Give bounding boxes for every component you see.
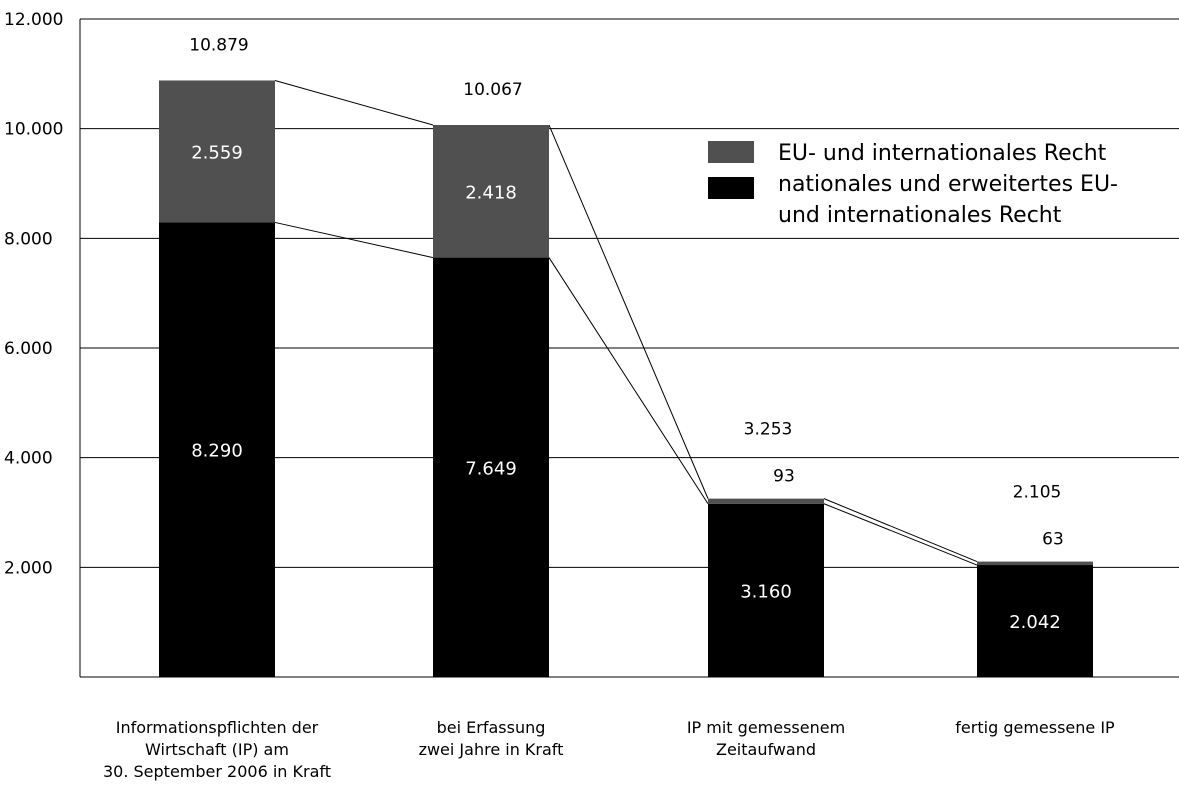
eu-segment-label: 63 xyxy=(1042,530,1064,550)
legend-label: und internationales Recht xyxy=(778,203,1062,228)
total-label: 2.105 xyxy=(1013,483,1062,503)
legend: EU- und internationales Recht nationales … xyxy=(708,141,1118,228)
connector-line xyxy=(823,498,978,563)
bar-segment xyxy=(708,498,824,504)
connector-line xyxy=(274,221,434,259)
category-label: fertig gemessene IP xyxy=(955,718,1115,737)
base-segment-label: 2.042 xyxy=(1009,612,1061,633)
total-label: 10.067 xyxy=(463,80,522,100)
total-label: 10.879 xyxy=(189,35,248,55)
connector-lines xyxy=(274,79,978,566)
bar-segment xyxy=(159,222,275,677)
legend-swatch xyxy=(708,141,754,163)
category-labels: Informationspflichten der Wirtschaft (IP)… xyxy=(103,718,1115,781)
category-label: Wirtschaft (IP) am xyxy=(145,740,289,759)
category-label: Informationspflichten der xyxy=(116,718,319,737)
connector-line xyxy=(823,503,978,566)
category-label: zwei Jahre in Kraft xyxy=(419,740,564,759)
base-segment-label: 8.290 xyxy=(191,441,243,462)
total-label: 3.253 xyxy=(744,420,793,440)
connector-line xyxy=(274,79,434,126)
y-tick-label: 10.000 xyxy=(4,120,63,140)
eu-segment-label: 2.418 xyxy=(465,182,517,203)
y-tick-label: 8.000 xyxy=(4,229,53,249)
legend-label: nationales und erweitertes EU- xyxy=(778,172,1118,197)
connector-line xyxy=(548,257,709,504)
category-label: IP mit gemessenem xyxy=(687,718,845,737)
category-label: 30. September 2006 in Kraft xyxy=(103,762,331,781)
legend-swatch xyxy=(708,177,754,199)
bar-segment xyxy=(977,565,1093,677)
eu-segment-label: 93 xyxy=(773,467,795,487)
bar-segment xyxy=(433,124,549,258)
bar-segment xyxy=(159,80,275,223)
y-tick-label: 6.000 xyxy=(4,339,53,359)
bar-segment xyxy=(433,257,549,677)
y-tick-label: 2.000 xyxy=(4,558,53,578)
axes: 2.000 4.000 6.000 8.000 10.000 12.000 xyxy=(4,10,1179,678)
y-tick-label: 12.000 xyxy=(4,10,63,30)
base-segment-label: 7.649 xyxy=(465,458,517,479)
category-label: bei Erfassung xyxy=(437,718,546,737)
connector-line xyxy=(548,124,709,499)
data-labels: 8.290 2.559 10.879 7.649 2.418 10.067 3.160 93 3… xyxy=(189,35,1064,633)
eu-segment-label: 2.559 xyxy=(191,142,243,163)
bars xyxy=(159,80,1093,677)
y-tick-label: 4.000 xyxy=(4,449,53,469)
bar-segment xyxy=(708,503,824,677)
legend-label: EU- und internationales Recht xyxy=(778,141,1107,166)
bar-segment xyxy=(977,561,1093,566)
category-label: Zeitaufwand xyxy=(716,740,816,759)
base-segment-label: 3.160 xyxy=(740,581,792,602)
